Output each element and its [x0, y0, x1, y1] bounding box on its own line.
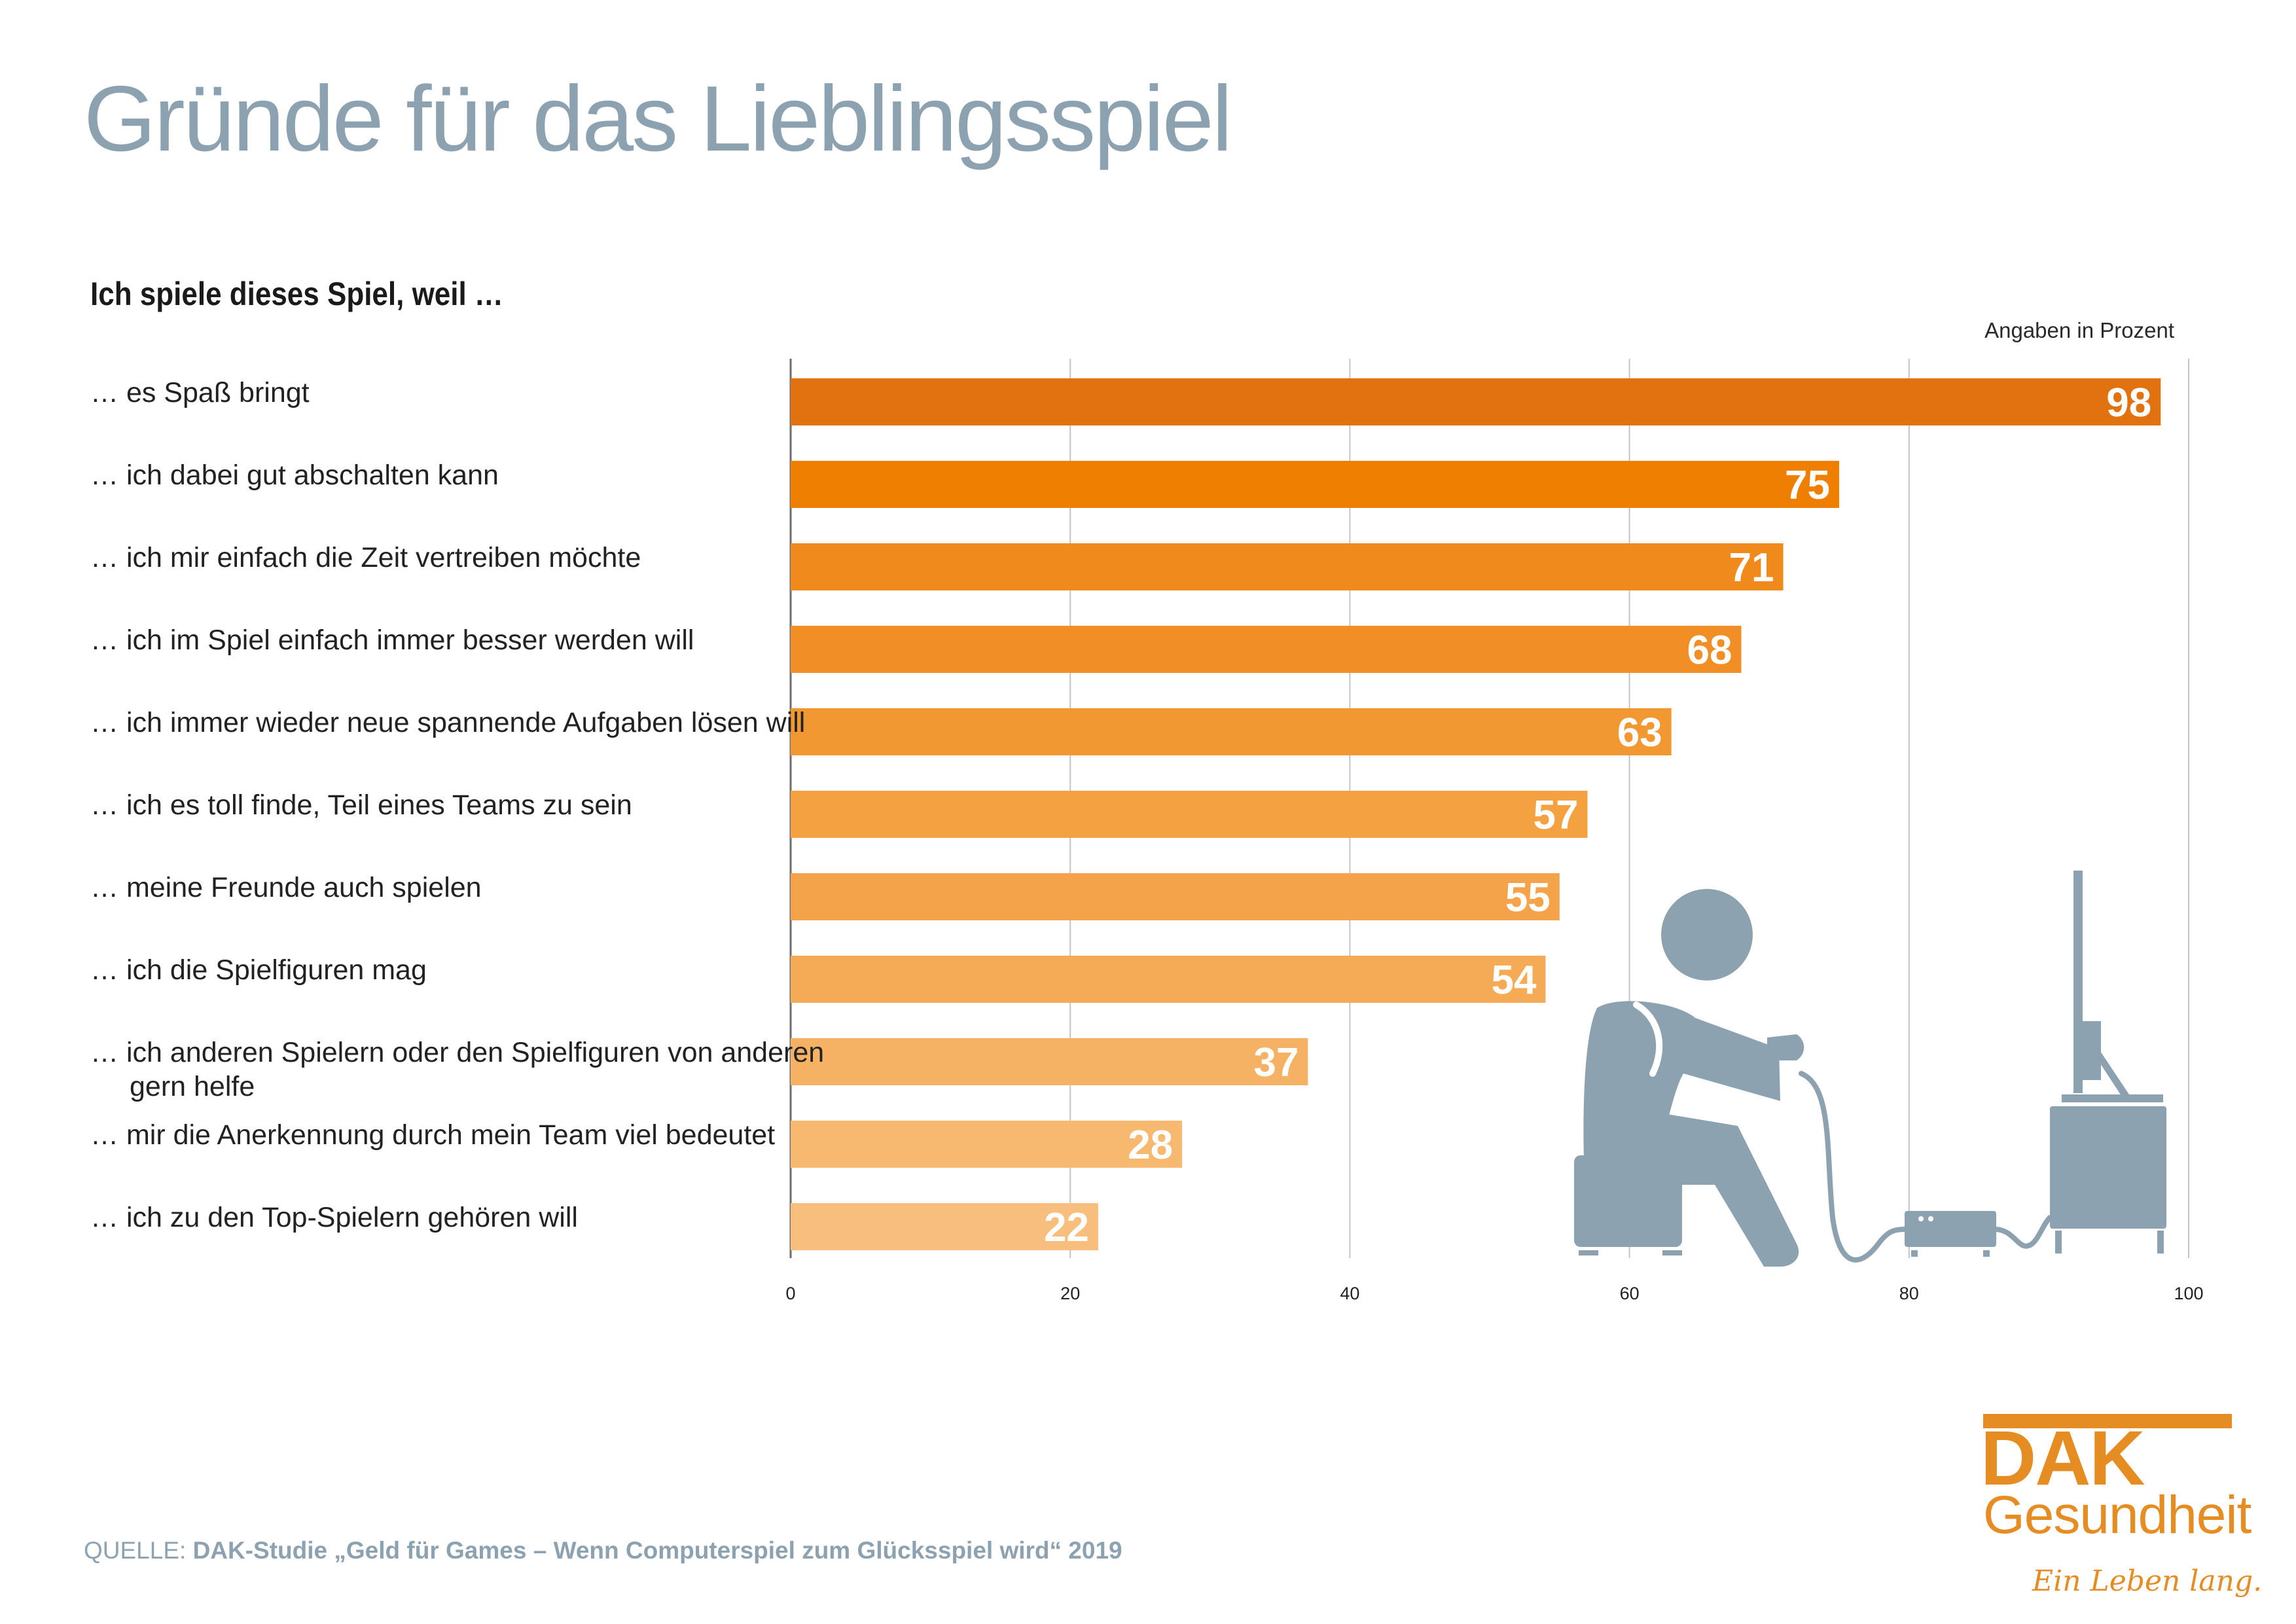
bar-value-label: 37 — [1253, 1040, 1299, 1085]
category-label: … mir die Anerkennung durch mein Team vi… — [90, 1119, 776, 1151]
bar — [791, 626, 1742, 673]
gamer-pictogram-icon — [1574, 871, 2166, 1267]
logo-brand: DAK — [1983, 1415, 2145, 1502]
bar — [791, 873, 1560, 920]
bar — [791, 708, 1672, 755]
category-label: … ich anderen Spielern oder den Spielfig… — [90, 1037, 825, 1102]
bar-value-label: 54 — [1491, 958, 1536, 1003]
bar — [791, 1203, 1098, 1250]
page-title: Gründe für das Lieblingsspiel — [84, 67, 1232, 171]
category-label: … ich im Spiel einfach immer besser werd… — [90, 624, 694, 656]
bar — [791, 543, 1784, 590]
bar-value-label: 63 — [1617, 710, 1662, 755]
x-tick-label: 100 — [2174, 1284, 2203, 1303]
category-label: … ich dabei gut abschalten kann — [90, 460, 499, 491]
chart-subtitle: Ich spiele dieses Spiel, weil … — [90, 276, 503, 312]
logo-name: Gesundheit — [1983, 1485, 2251, 1545]
bar-value-label: 75 — [1785, 463, 1830, 508]
x-tick-label: 0 — [785, 1284, 795, 1303]
bars — [791, 378, 2161, 1250]
category-label: … ich es toll finde, Teil eines Teams zu… — [90, 789, 632, 821]
source-prefix: QUELLE: — [84, 1537, 187, 1564]
bar — [791, 791, 1588, 838]
bar-value-label: 71 — [1729, 545, 1774, 590]
bar-value-label: 57 — [1534, 793, 1579, 838]
logo-slogan: Ein Leben lang. — [2032, 1564, 2263, 1598]
units-note: Angaben in Prozent — [1984, 318, 2174, 342]
dak-logo-mark: DAK — [1983, 1414, 2232, 1502]
category-label: … meine Freunde auch spielen — [90, 872, 482, 903]
source-text: DAK-Studie „Geld für Games – Wenn Comput… — [192, 1537, 1122, 1564]
category-label: … ich immer wieder neue spannende Aufgab… — [90, 707, 806, 738]
category-label: … ich mir einfach die Zeit vertreiben mö… — [90, 542, 641, 573]
bar-value-label: 68 — [1687, 628, 1732, 673]
category-label: … ich die Spielfiguren mag — [90, 954, 427, 986]
bar — [791, 461, 1839, 508]
x-tick-label: 60 — [1620, 1284, 1640, 1303]
source-note: QUELLE: DAK-Studie „Geld für Games – Wen… — [84, 1537, 1122, 1564]
bar — [791, 378, 2161, 425]
x-tick-label: 80 — [1899, 1284, 1919, 1303]
bar-value-label: 28 — [1128, 1123, 1173, 1168]
category-label: … ich zu den Top-Spielern gehören will — [90, 1202, 578, 1233]
bar-value-label: 55 — [1505, 875, 1551, 920]
x-tick-label: 20 — [1060, 1284, 1080, 1303]
bar — [791, 1121, 1183, 1168]
bar — [791, 956, 1546, 1003]
category-label: … es Spaß bringt — [90, 377, 310, 408]
bar-value-label: 22 — [1044, 1205, 1089, 1250]
x-tick-labels: 0 20 40 60 80 100 — [785, 1284, 2203, 1303]
x-tick-label: 40 — [1340, 1284, 1359, 1303]
bar-value-label: 98 — [2106, 380, 2151, 425]
bar — [791, 1038, 1308, 1085]
